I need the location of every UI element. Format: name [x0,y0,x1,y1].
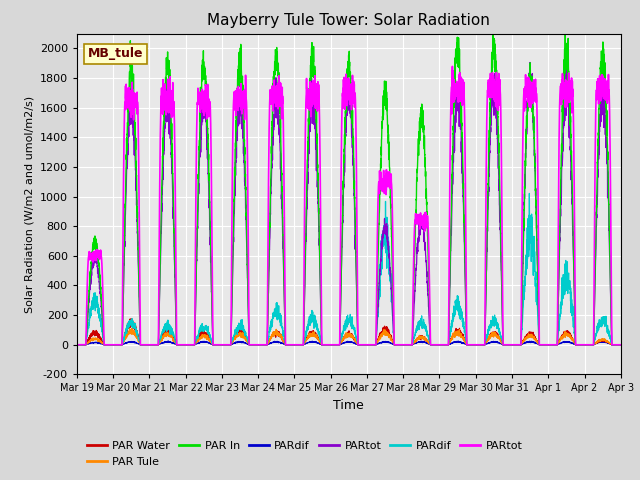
Title: Mayberry Tule Tower: Solar Radiation: Mayberry Tule Tower: Solar Radiation [207,13,490,28]
Text: MB_tule: MB_tule [88,48,143,60]
Y-axis label: Solar Radiation (W/m2 and umol/m2/s): Solar Radiation (W/m2 and umol/m2/s) [24,96,34,312]
X-axis label: Time: Time [333,399,364,412]
Legend: PAR Water, PAR Tule, PAR In, PARdif, PARtot, PARdif, PARtot: PAR Water, PAR Tule, PAR In, PARdif, PAR… [83,437,527,471]
